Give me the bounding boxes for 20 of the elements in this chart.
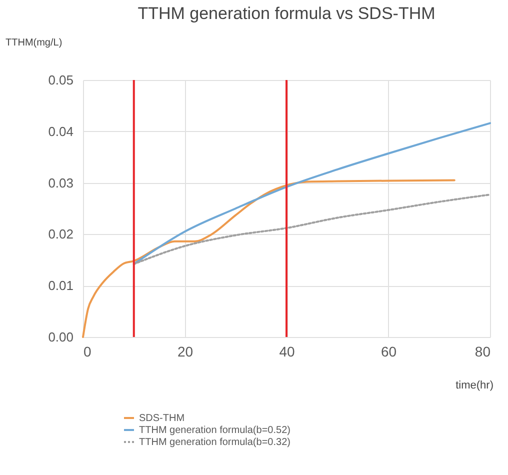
y-axis-title: TTHM(mg/L) [6, 38, 62, 48]
x-tick-label: 20 [177, 344, 194, 360]
y-tick-label: 0.05 [48, 72, 74, 88]
y-tick-label: 0.01 [48, 278, 74, 294]
x-tick-label: 0 [84, 344, 92, 360]
legend-label: SDS-THM [139, 413, 185, 424]
line-series [132, 122, 491, 266]
x-axis-title: time(hr) [456, 380, 494, 392]
y-tick-label: 0.03 [48, 175, 74, 190]
x-tick-label: 60 [380, 344, 397, 360]
legend-label: TTHM generation formula(b=0.32) [139, 437, 290, 448]
line-series [82, 179, 456, 338]
legend-label: TTHM generation formula(b=0.52) [139, 425, 290, 436]
y-tick-label: 0.00 [48, 330, 74, 344]
x-tick-label: 40 [279, 344, 295, 360]
y-tick-label: 0.04 [48, 124, 74, 139]
chart-title: TTHM generation formula vs SDS-THM [138, 4, 436, 23]
x-tick-label: 80 [474, 344, 491, 360]
line-series [132, 194, 491, 266]
y-tick-label: 0.02 [48, 226, 74, 242]
